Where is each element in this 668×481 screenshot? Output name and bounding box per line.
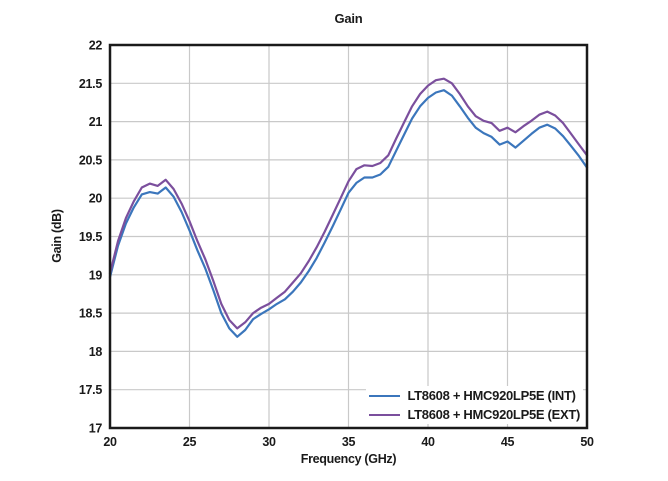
series-line-0 bbox=[108, 89, 589, 338]
x-tick-label: 45 bbox=[501, 435, 515, 449]
plot-frame bbox=[108, 43, 589, 430]
y-tick-label: 17.5 bbox=[79, 383, 102, 397]
x-tick-label: 35 bbox=[342, 435, 356, 449]
y-tick-label: 21.5 bbox=[79, 77, 102, 91]
y-tick-label: 20 bbox=[89, 192, 103, 206]
x-tick-label: 40 bbox=[421, 435, 435, 449]
chart-title: Gain bbox=[334, 11, 363, 26]
legend-label-0: LT8608 + HMC920LP5E (INT) bbox=[407, 388, 576, 403]
legend: LT8608 + HMC920LP5E (INT) LT8608 + HMC920… bbox=[366, 386, 583, 424]
y-tick-label: 19.5 bbox=[79, 230, 102, 244]
y-tick-label: 19 bbox=[89, 268, 103, 282]
y-tick-label: 18.5 bbox=[79, 307, 102, 321]
legend-item-0: LT8608 + HMC920LP5E (INT) bbox=[369, 388, 580, 403]
y-tick-label: 17 bbox=[89, 422, 103, 436]
x-tick-label: 25 bbox=[183, 435, 197, 449]
y-tick-label: 18 bbox=[89, 345, 103, 359]
legend-label-1: LT8608 + HMC920LP5E (EXT) bbox=[407, 407, 580, 422]
x-tick-label: 50 bbox=[580, 435, 594, 449]
x-axis-title: Frequency (GHz) bbox=[300, 452, 397, 466]
legend-swatch-line-1 bbox=[369, 413, 401, 416]
y-tick-label: 21 bbox=[89, 115, 103, 129]
x-tick-label: 30 bbox=[262, 435, 276, 449]
legend-item-1: LT8608 + HMC920LP5E (EXT) bbox=[369, 407, 580, 422]
x-tick-label: 20 bbox=[103, 435, 117, 449]
y-tick-label: 20.5 bbox=[79, 153, 102, 167]
legend-swatch-line-0 bbox=[369, 394, 401, 397]
series-line-1 bbox=[108, 77, 589, 330]
y-tick-label: 22 bbox=[89, 39, 103, 53]
